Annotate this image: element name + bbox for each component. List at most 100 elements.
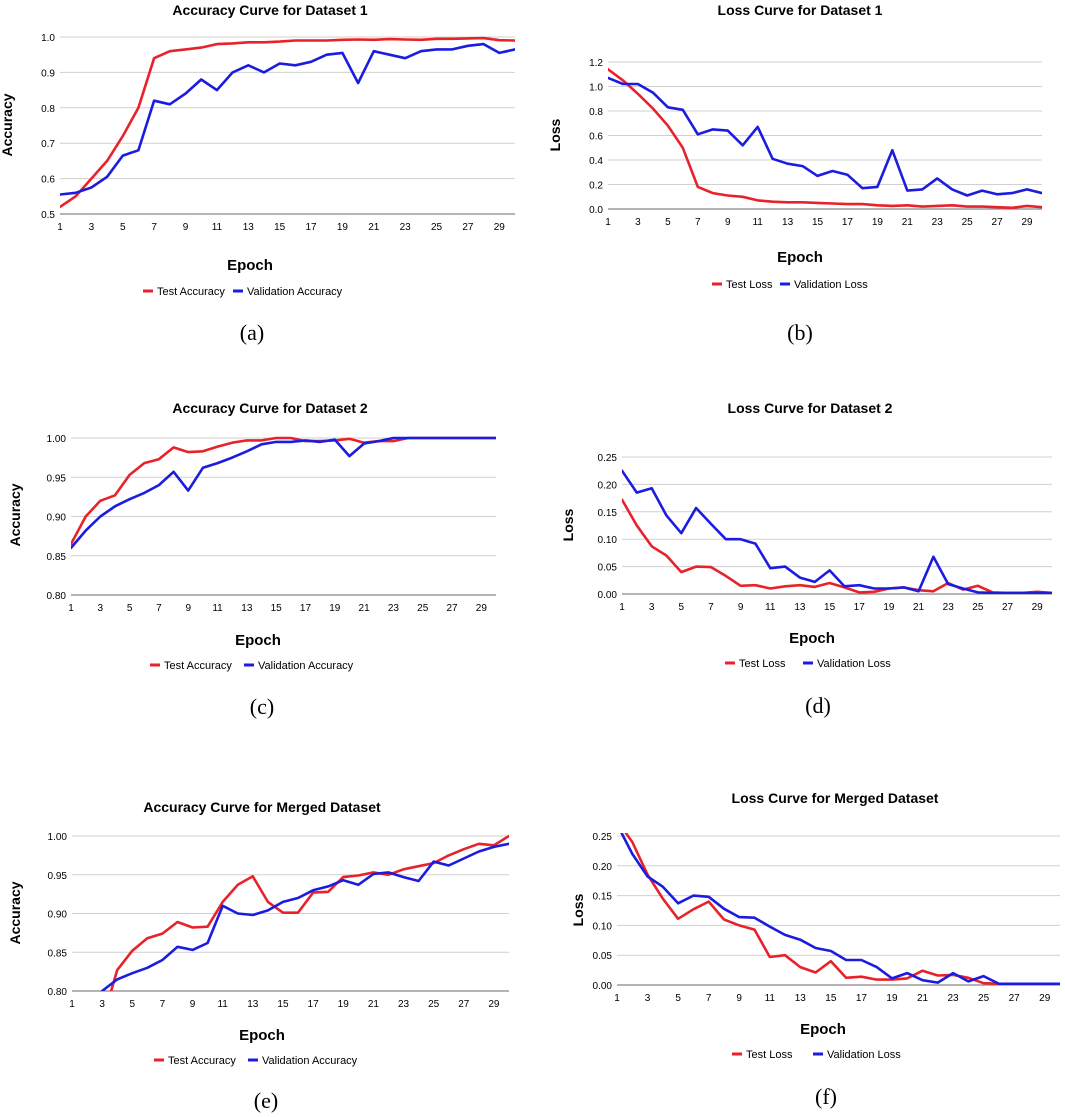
series-line-validation [60, 42, 515, 196]
x-tick-label: 3 [99, 999, 105, 1010]
x-tick-label: 7 [160, 999, 166, 1010]
x-tick-label: 7 [695, 217, 701, 228]
y-tick-label: 0.6 [589, 132, 603, 143]
chart-title: Accuracy Curve for Dataset 2 [172, 400, 368, 416]
y-tick-label: 0.6 [41, 175, 55, 186]
x-tick-label: 19 [883, 602, 895, 613]
x-tick-label: 23 [398, 999, 410, 1010]
x-tick-label: 25 [431, 222, 443, 233]
panel-caption: (d) [805, 693, 831, 718]
x-tick-label: 9 [736, 993, 742, 1004]
x-tick-label: 17 [856, 993, 868, 1004]
x-tick-label: 11 [217, 999, 228, 1010]
x-tick-label: 23 [388, 603, 400, 614]
x-tick-label: 9 [725, 217, 731, 228]
chart-panel-f: 0.000.050.100.150.200.251 3 5 7 9 11 13 15 17 19 2… [570, 790, 1060, 1109]
x-tick-label: 1 [605, 217, 611, 228]
y-tick-label: 0.5 [41, 210, 55, 221]
panel-caption: (f) [815, 1084, 837, 1109]
chart-title: Loss Curve for Merged Dataset [732, 790, 939, 806]
x-tick-label: 17 [854, 602, 866, 613]
chart-panel-b: 0.00.20.40.60.81.01.21 3 5 7 9 11 13 15 17 19 21 23… [547, 2, 1042, 345]
x-tick-label: 29 [1021, 217, 1033, 228]
x-tick-label: 15 [277, 999, 289, 1010]
y-tick-label: 0.15 [593, 892, 613, 903]
y-tick-label: 1.0 [41, 33, 55, 44]
y-tick-label: 1.2 [589, 58, 603, 69]
x-tick-label: 25 [417, 603, 429, 614]
x-tick-label: 7 [708, 602, 714, 613]
x-tick-label: 25 [962, 217, 974, 228]
x-tick-label: 1 [57, 222, 63, 233]
x-tick-label: 29 [1032, 602, 1044, 613]
x-tick-label: 25 [972, 602, 984, 613]
x-tick-label: 19 [872, 217, 884, 228]
x-tick-label: 11 [765, 602, 776, 613]
x-tick-label: 7 [706, 993, 712, 1004]
x-tick-label: 21 [368, 222, 380, 233]
x-tick-label: 29 [488, 999, 500, 1010]
x-axis-label: Epoch [789, 630, 835, 647]
panel-caption: (a) [240, 320, 264, 345]
x-tick-label: 3 [635, 217, 641, 228]
legend-label: Validation Loss [827, 1049, 901, 1061]
x-tick-label: 1 [69, 999, 75, 1010]
y-axis-label: Loss [560, 508, 576, 541]
y-tick-label: 0.20 [598, 480, 618, 491]
chart-title: Loss Curve for Dataset 2 [728, 400, 893, 416]
x-tick-label: 19 [338, 999, 350, 1010]
x-tick-label: 27 [1009, 993, 1021, 1004]
x-tick-label: 29 [476, 603, 488, 614]
y-axis-label: Accuracy [7, 881, 23, 944]
chart-title: Loss Curve for Dataset 1 [718, 2, 883, 18]
x-tick-label: 17 [305, 222, 317, 233]
x-tick-label: 27 [1002, 602, 1014, 613]
panel-caption: (e) [254, 1088, 278, 1113]
x-axis-label: Epoch [235, 632, 281, 649]
x-tick-label: 3 [649, 602, 655, 613]
legend-label: Validation Accuracy [262, 1055, 358, 1067]
x-tick-label: 5 [665, 217, 671, 228]
x-tick-label: 5 [679, 602, 685, 613]
series-line-validation [71, 436, 496, 550]
series-line-test [622, 498, 1052, 594]
x-tick-label: 15 [271, 603, 283, 614]
x-tick-label: 1 [68, 603, 74, 614]
y-tick-label: 0.4 [589, 156, 603, 167]
y-axis-label: Accuracy [7, 483, 23, 546]
x-tick-label: 21 [902, 217, 914, 228]
y-tick-label: 0.7 [41, 139, 55, 150]
y-tick-label: 0.05 [598, 563, 618, 574]
x-tick-label: 5 [120, 222, 126, 233]
x-tick-label: 17 [300, 603, 312, 614]
x-tick-label: 21 [368, 999, 380, 1010]
x-tick-label: 9 [190, 999, 196, 1010]
x-tick-label: 11 [212, 222, 223, 233]
x-tick-label: 15 [274, 222, 286, 233]
panel-caption: (c) [250, 694, 274, 719]
y-tick-label: 0.8 [41, 104, 55, 115]
x-tick-label: 29 [1039, 993, 1051, 1004]
series-line-test [60, 36, 515, 209]
y-tick-label: 0.8 [589, 107, 603, 118]
x-tick-label: 9 [185, 603, 191, 614]
series-line-validation [608, 76, 1042, 197]
y-tick-label: 0.80 [48, 987, 68, 998]
x-tick-label: 21 [359, 603, 371, 614]
x-tick-label: 9 [183, 222, 189, 233]
y-tick-label: 0.95 [47, 473, 67, 484]
series-line-validation [620, 833, 1060, 985]
y-tick-label: 0.20 [593, 862, 613, 873]
x-tick-label: 13 [795, 993, 807, 1004]
legend-label: Test Loss [739, 658, 786, 670]
x-tick-label: 13 [794, 602, 806, 613]
x-tick-label: 15 [825, 993, 837, 1004]
y-tick-label: 0.25 [593, 832, 613, 843]
y-tick-label: 0.90 [47, 513, 67, 524]
y-tick-label: 0.2 [589, 181, 603, 192]
y-tick-label: 0.95 [48, 871, 68, 882]
y-tick-label: 0.00 [598, 590, 618, 601]
y-tick-label: 1.00 [47, 434, 67, 445]
legend-label: Validation Accuracy [258, 660, 354, 672]
